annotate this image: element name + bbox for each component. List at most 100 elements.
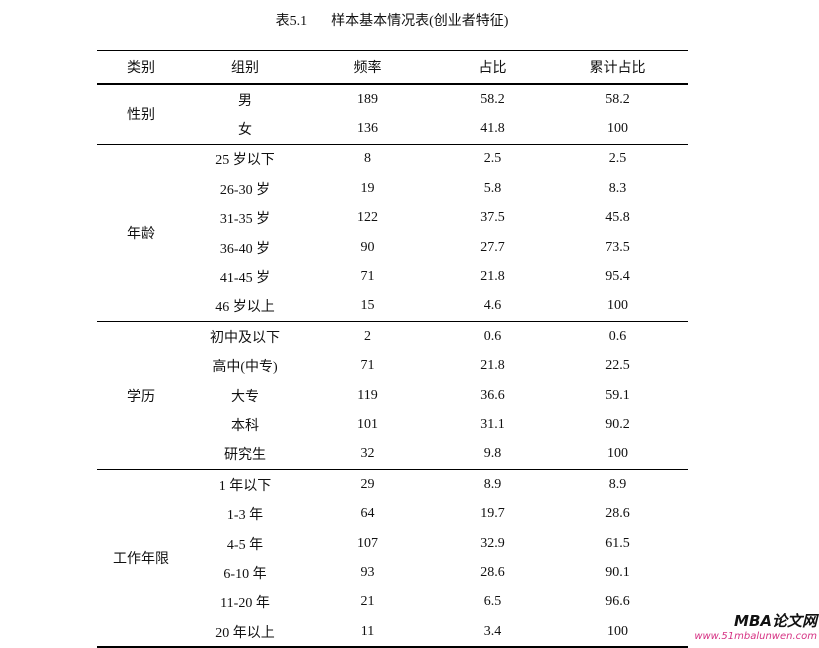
- group-cell: 女: [238, 123, 252, 139]
- frequency-cell: 71: [360, 269, 375, 285]
- cumulative-cell: 0.6: [608, 328, 627, 344]
- frequency-cell: 101: [357, 416, 378, 432]
- table-row: 26-30 岁 19 5.8 8.3: [185, 174, 688, 203]
- header-cumulative: 累计占比: [589, 61, 646, 76]
- group-cell: 1 年以下: [218, 478, 272, 494]
- cumulative-cell: 45.8: [605, 210, 630, 226]
- percent-cell: 28.6: [480, 564, 505, 580]
- percent-cell: 36.6: [480, 387, 505, 403]
- frequency-cell: 32: [360, 446, 375, 462]
- frequency-cell: 119: [357, 387, 378, 403]
- percent-cell: 19.7: [480, 506, 505, 522]
- percent-cell: 21.8: [480, 269, 505, 285]
- group-rows: 25 岁以下 8 2.5 2.5 26-30 岁 19 5.8 8.3 31-35 岁 122 37…: [185, 145, 688, 321]
- group-cell: 31-35 岁: [219, 212, 271, 228]
- cumulative-cell: 96.6: [605, 594, 630, 610]
- watermark: MBA论文网 www.51mbalunwen.com: [694, 610, 817, 642]
- frequency-cell: 189: [357, 91, 378, 107]
- cumulative-cell: 100: [607, 121, 628, 137]
- group-cell: 6-10 年: [223, 566, 267, 582]
- cumulative-cell: 100: [607, 446, 628, 462]
- header-frequency: 频率: [353, 61, 382, 76]
- table-row: 大专 119 36.6 59.1: [185, 381, 688, 410]
- header-percent: 占比: [478, 61, 507, 76]
- table-row: 研究生 32 9.8 100: [185, 440, 688, 469]
- cumulative-cell: 8.9: [608, 476, 627, 492]
- percent-cell: 31.1: [480, 416, 505, 432]
- cumulative-cell: 100: [607, 298, 628, 314]
- group-cell: 20 年以上: [215, 625, 275, 641]
- cumulative-cell: 61.5: [605, 535, 630, 551]
- group-cell: 男: [238, 93, 252, 109]
- percent-cell: 41.8: [480, 121, 505, 137]
- table-caption: 表5.1 样本基本情况表(创业者特征): [0, 10, 784, 30]
- table-row: 11-20 年 21 6.5 96.6: [185, 588, 688, 617]
- table-row: 4-5 年 107 32.9 61.5: [185, 529, 688, 558]
- table-row: 1 年以下 29 8.9 8.9: [185, 470, 688, 499]
- frequency-cell: 71: [360, 358, 375, 374]
- frequency-cell: 90: [360, 239, 375, 255]
- group-cell: 初中及以下: [210, 330, 280, 346]
- cumulative-cell: 59.1: [605, 387, 630, 403]
- percent-cell: 32.9: [480, 535, 505, 551]
- frequency-cell: 21: [360, 594, 375, 610]
- group-cell: 本科: [231, 418, 259, 434]
- table-group: 工作年限 1 年以下 29 8.9 8.9 1-3 年 64 19.7 28.6 4-5 年 107…: [97, 470, 688, 646]
- table-number: 表5.1: [275, 14, 308, 29]
- category-cell: 性别: [127, 108, 155, 124]
- watermark-brand: MBA论文网: [734, 612, 817, 630]
- watermark-url: www.51mbalunwen.com: [694, 631, 817, 642]
- percent-cell: 58.2: [480, 91, 505, 107]
- cumulative-cell: 22.5: [605, 358, 630, 374]
- header-group: 组别: [231, 61, 259, 76]
- group-cell: 26-30 岁: [219, 182, 271, 198]
- percent-cell: 3.4: [483, 623, 502, 639]
- group-cell: 研究生: [224, 448, 266, 464]
- table-row: 1-3 年 64 19.7 28.6: [185, 499, 688, 528]
- frequency-cell: 11: [360, 623, 375, 639]
- percent-cell: 21.8: [480, 358, 505, 374]
- group-cell: 46 岁以上: [215, 300, 275, 316]
- frequency-cell: 122: [357, 210, 378, 226]
- table-row: 36-40 岁 90 27.7 73.5: [185, 233, 688, 262]
- frequency-cell: 107: [357, 535, 378, 551]
- table-row: 女 136 41.8 100: [185, 114, 688, 143]
- cumulative-cell: 100: [607, 623, 628, 639]
- group-cell: 41-45 岁: [219, 271, 271, 287]
- table-row: 25 岁以下 8 2.5 2.5: [185, 145, 688, 174]
- category-cell: 学历: [127, 389, 155, 405]
- frequency-cell: 93: [360, 564, 375, 580]
- group-cell: 高中(中专): [212, 360, 278, 376]
- frequency-cell: 136: [357, 121, 378, 137]
- group-cell: 大专: [231, 389, 259, 405]
- table-body: 性别 男 189 58.2 58.2 女 136 41.8 100 年龄 25 岁以下 8 2.5 2.5…: [97, 85, 688, 646]
- table-row: 本科 101 31.1 90.2: [185, 410, 688, 439]
- frequency-cell: 19: [360, 180, 375, 196]
- category-cell: 年龄: [127, 226, 155, 242]
- table-row: 41-45 岁 71 21.8 95.4: [185, 262, 688, 291]
- percent-cell: 27.7: [480, 239, 505, 255]
- percent-cell: 0.6: [483, 328, 502, 344]
- cumulative-cell: 73.5: [605, 239, 630, 255]
- cumulative-cell: 58.2: [605, 91, 630, 107]
- percent-cell: 9.8: [483, 446, 502, 462]
- cumulative-cell: 95.4: [605, 269, 630, 285]
- group-cell: 25 岁以下: [215, 153, 275, 169]
- table-row: 男 189 58.2 58.2: [185, 85, 688, 114]
- percent-cell: 8.9: [483, 476, 502, 492]
- table-row: 高中(中专) 71 21.8 22.5: [185, 352, 688, 381]
- group-cell: 11-20 年: [220, 596, 270, 612]
- percent-cell: 5.8: [483, 180, 502, 196]
- category-cell: 工作年限: [113, 552, 169, 568]
- table-group: 学历 初中及以下 2 0.6 0.6 高中(中专) 71 21.8 22.5 大专 119 36.6 5…: [97, 322, 688, 471]
- cumulative-cell: 90.1: [605, 564, 630, 580]
- sample-table: 类别 组别 频率 占比 累计占比 性别 男 189 58.2 58.2 女 136 41.8 1…: [97, 50, 688, 648]
- percent-cell: 2.5: [483, 151, 502, 167]
- table-group: 年龄 25 岁以下 8 2.5 2.5 26-30 岁 19 5.8 8.3 31-35 岁 122…: [97, 145, 688, 323]
- group-cell: 1-3 年: [226, 508, 264, 524]
- table-header: 类别 组别 频率 占比 累计占比: [97, 51, 688, 85]
- frequency-cell: 15: [360, 298, 375, 314]
- frequency-cell: 8: [364, 151, 371, 167]
- frequency-cell: 64: [360, 506, 375, 522]
- table-row: 20 年以上 11 3.4 100: [185, 617, 688, 646]
